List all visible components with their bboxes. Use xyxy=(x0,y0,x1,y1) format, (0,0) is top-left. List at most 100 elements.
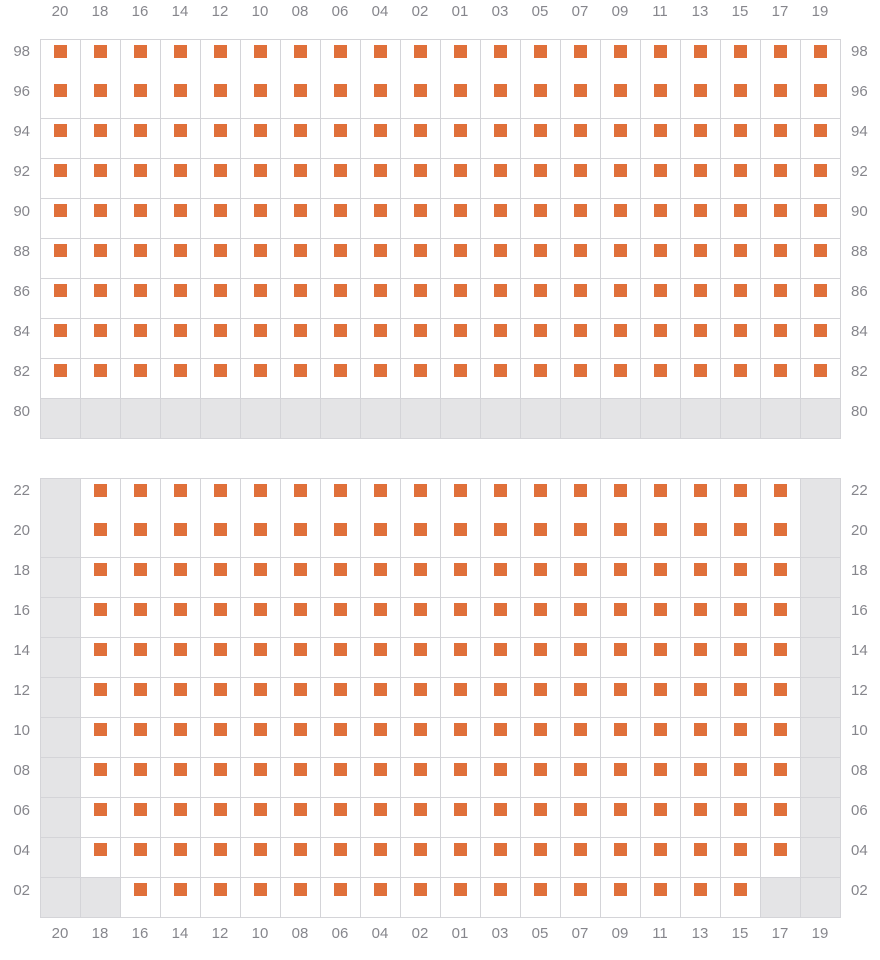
seat-cell-available[interactable] xyxy=(441,838,481,878)
seat-cell-available[interactable] xyxy=(641,40,681,80)
seat-cell-available[interactable] xyxy=(721,758,761,798)
seat-cell-available[interactable] xyxy=(121,199,161,239)
seat-cell-available[interactable] xyxy=(761,598,801,638)
seat-cell-available[interactable] xyxy=(321,878,361,918)
seat-cell-available[interactable] xyxy=(681,359,721,399)
seat-cell-available[interactable] xyxy=(41,359,81,399)
seat-cell-available[interactable] xyxy=(321,838,361,878)
seat-cell-available[interactable] xyxy=(161,558,201,598)
seat-cell-available[interactable] xyxy=(321,678,361,718)
seat-cell-available[interactable] xyxy=(441,319,481,359)
seat-cell-available[interactable] xyxy=(81,758,121,798)
seat-cell-available[interactable] xyxy=(601,758,641,798)
seat-cell-available[interactable] xyxy=(441,878,481,918)
seat-cell-available[interactable] xyxy=(721,119,761,159)
seat-cell-available[interactable] xyxy=(521,359,561,399)
seat-cell-available[interactable] xyxy=(241,638,281,678)
seat-cell-available[interactable] xyxy=(81,319,121,359)
seat-cell-available[interactable] xyxy=(201,319,241,359)
seat-cell-available[interactable] xyxy=(601,838,641,878)
seat-cell-available[interactable] xyxy=(681,279,721,319)
seat-cell-available[interactable] xyxy=(681,878,721,918)
seat-cell-available[interactable] xyxy=(401,119,441,159)
seat-cell-available[interactable] xyxy=(161,239,201,279)
seat-cell-available[interactable] xyxy=(481,838,521,878)
seat-cell-available[interactable] xyxy=(241,479,281,519)
seat-cell-available[interactable] xyxy=(521,838,561,878)
seat-cell-available[interactable] xyxy=(281,838,321,878)
seat-cell-available[interactable] xyxy=(601,119,641,159)
seat-cell-available[interactable] xyxy=(201,79,241,119)
seat-cell-available[interactable] xyxy=(681,598,721,638)
seat-cell-available[interactable] xyxy=(481,359,521,399)
seat-cell-available[interactable] xyxy=(201,199,241,239)
seat-cell-available[interactable] xyxy=(441,718,481,758)
seat-cell-available[interactable] xyxy=(801,319,841,359)
seat-cell-available[interactable] xyxy=(641,718,681,758)
seat-cell-available[interactable] xyxy=(761,279,801,319)
seat-cell-available[interactable] xyxy=(601,40,641,80)
seat-cell-available[interactable] xyxy=(601,199,641,239)
seat-cell-available[interactable] xyxy=(641,638,681,678)
seat-cell-available[interactable] xyxy=(441,359,481,399)
seat-cell-available[interactable] xyxy=(761,558,801,598)
seat-cell-available[interactable] xyxy=(521,758,561,798)
seat-cell-available[interactable] xyxy=(721,79,761,119)
seat-cell-available[interactable] xyxy=(41,279,81,319)
seat-cell-available[interactable] xyxy=(521,79,561,119)
seat-cell-available[interactable] xyxy=(641,279,681,319)
seat-cell-available[interactable] xyxy=(121,838,161,878)
seat-cell-available[interactable] xyxy=(641,838,681,878)
seat-cell-available[interactable] xyxy=(721,359,761,399)
seat-cell-available[interactable] xyxy=(241,79,281,119)
seat-cell-available[interactable] xyxy=(81,678,121,718)
seat-cell-available[interactable] xyxy=(561,598,601,638)
seat-cell-available[interactable] xyxy=(121,758,161,798)
seat-cell-available[interactable] xyxy=(361,878,401,918)
seat-cell-available[interactable] xyxy=(521,518,561,558)
seat-cell-available[interactable] xyxy=(281,678,321,718)
seat-cell-available[interactable] xyxy=(441,678,481,718)
seat-cell-available[interactable] xyxy=(441,638,481,678)
seat-cell-available[interactable] xyxy=(81,199,121,239)
seat-cell-available[interactable] xyxy=(601,598,641,638)
seat-cell-available[interactable] xyxy=(201,878,241,918)
seat-cell-available[interactable] xyxy=(281,119,321,159)
seat-cell-available[interactable] xyxy=(761,638,801,678)
seat-cell-available[interactable] xyxy=(201,119,241,159)
seat-cell-available[interactable] xyxy=(321,159,361,199)
seat-cell-available[interactable] xyxy=(721,838,761,878)
seat-cell-available[interactable] xyxy=(561,518,601,558)
seat-cell-available[interactable] xyxy=(81,40,121,80)
seat-cell-available[interactable] xyxy=(721,878,761,918)
seat-cell-available[interactable] xyxy=(361,718,401,758)
seat-cell-available[interactable] xyxy=(641,319,681,359)
seat-cell-available[interactable] xyxy=(121,638,161,678)
seat-cell-available[interactable] xyxy=(601,239,641,279)
seat-cell-available[interactable] xyxy=(241,40,281,80)
seat-cell-available[interactable] xyxy=(801,279,841,319)
seat-cell-available[interactable] xyxy=(641,598,681,638)
seat-cell-available[interactable] xyxy=(681,718,721,758)
seat-cell-available[interactable] xyxy=(321,40,361,80)
seat-cell-available[interactable] xyxy=(241,718,281,758)
seat-cell-available[interactable] xyxy=(401,718,441,758)
seat-cell-available[interactable] xyxy=(481,239,521,279)
seat-cell-available[interactable] xyxy=(361,598,401,638)
seat-cell-available[interactable] xyxy=(121,40,161,80)
seat-cell-available[interactable] xyxy=(361,79,401,119)
seat-cell-available[interactable] xyxy=(161,79,201,119)
seat-cell-available[interactable] xyxy=(721,479,761,519)
seat-cell-available[interactable] xyxy=(321,199,361,239)
seat-cell-available[interactable] xyxy=(601,678,641,718)
seat-cell-available[interactable] xyxy=(441,518,481,558)
seat-cell-available[interactable] xyxy=(241,359,281,399)
seat-cell-available[interactable] xyxy=(281,359,321,399)
seat-cell-available[interactable] xyxy=(761,798,801,838)
seat-cell-available[interactable] xyxy=(721,159,761,199)
seat-cell-available[interactable] xyxy=(321,598,361,638)
seat-cell-available[interactable] xyxy=(281,239,321,279)
seat-cell-available[interactable] xyxy=(41,40,81,80)
seat-cell-available[interactable] xyxy=(401,239,441,279)
seat-cell-available[interactable] xyxy=(321,798,361,838)
